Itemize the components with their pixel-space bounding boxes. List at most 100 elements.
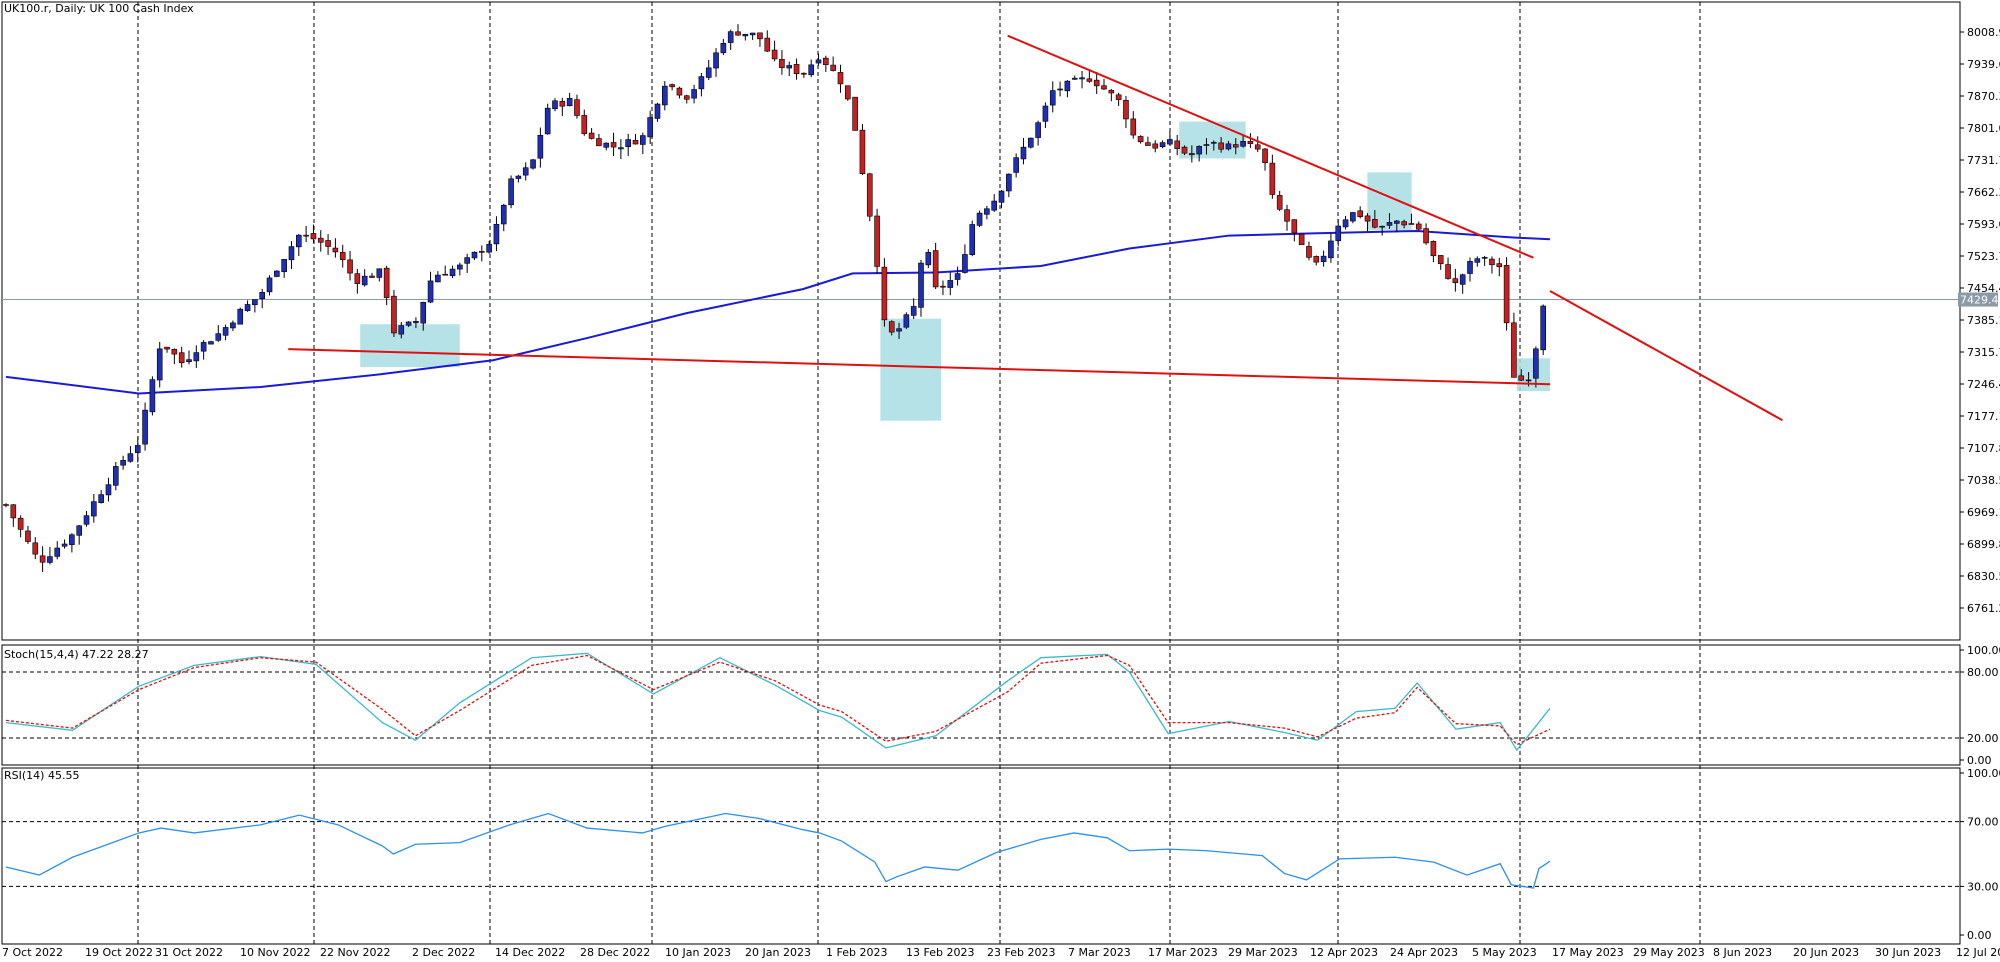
candle-body	[1196, 146, 1202, 155]
candle-body	[1496, 263, 1503, 268]
candle	[779, 50, 785, 75]
candle	[881, 258, 888, 327]
candle	[1342, 215, 1349, 230]
candle-body	[1394, 220, 1400, 224]
candle-body	[339, 252, 346, 260]
candle	[230, 320, 236, 331]
price-axis-label: 6761.22	[1967, 602, 2000, 615]
price-axis-label: 7385.10	[1967, 314, 2000, 327]
candle	[727, 29, 734, 50]
date-axis-label: 13 Feb 2023	[906, 946, 974, 958]
candle-body	[1372, 219, 1378, 228]
candle-body	[156, 348, 163, 381]
candle	[310, 224, 317, 244]
candle	[735, 24, 741, 36]
candle	[1350, 212, 1356, 224]
candle	[54, 541, 61, 560]
price-axis-label: 7454.42	[1967, 282, 2000, 295]
candle	[954, 266, 961, 286]
candle-body	[259, 292, 266, 300]
candle	[1108, 88, 1115, 102]
moving-average-layer	[5, 229, 1551, 395]
candle	[1489, 256, 1495, 274]
candle	[1503, 257, 1510, 331]
candle-body	[910, 306, 917, 316]
candle	[361, 269, 368, 287]
candle	[47, 546, 53, 565]
candle-body	[918, 262, 924, 308]
candle	[932, 242, 939, 290]
candle-body	[1240, 141, 1246, 147]
candle	[500, 203, 507, 232]
stoch-main-line	[5, 652, 1551, 752]
rsi-line	[5, 812, 1551, 889]
candle-body	[925, 252, 932, 266]
candle-body	[1049, 90, 1056, 106]
candle	[515, 174, 522, 183]
candle-body	[486, 244, 492, 253]
candle	[1049, 81, 1056, 113]
date-axis-label: 30 Jun 2023	[1875, 946, 1941, 958]
candle	[32, 537, 39, 560]
candle	[581, 109, 588, 136]
candle	[1159, 140, 1166, 149]
candle-body	[1481, 257, 1488, 259]
candle-body	[1306, 246, 1312, 258]
candle	[866, 172, 873, 222]
candle	[764, 30, 771, 53]
candle-body	[1503, 265, 1510, 324]
chart-title: UK100.r, Daily: UK 100 Cash Index	[4, 2, 194, 15]
candle	[1437, 255, 1444, 270]
candle	[1196, 145, 1202, 162]
candle	[1357, 206, 1363, 219]
date-axis-label: 29 Mar 2023	[1228, 946, 1298, 958]
candle	[1276, 190, 1283, 212]
candle-body	[640, 135, 646, 145]
candle	[1232, 138, 1239, 155]
candle-body	[215, 333, 222, 341]
current-price-label: 7429.40	[1960, 294, 2000, 307]
candle-body	[1364, 215, 1371, 222]
candle-body	[669, 84, 675, 88]
trendlines-layer[interactable]	[288, 34, 1783, 422]
candle	[171, 348, 178, 365]
candle	[544, 103, 551, 135]
axis-layer: 8008.98 7939.66 7870.34 7801.02 7731.70 7662.…	[2, 26, 2000, 959]
candle	[274, 270, 280, 278]
candle	[332, 238, 339, 258]
candle-body	[962, 254, 968, 273]
candle-body	[274, 270, 280, 277]
candle-body	[1079, 77, 1085, 80]
candle-body	[237, 308, 244, 325]
date-axis-label: 20 Jan 2023	[745, 946, 811, 958]
date-axis-label: 28 Dec 2022	[580, 946, 650, 958]
candle	[1254, 136, 1261, 153]
candle-body	[186, 359, 192, 363]
candle-body	[142, 409, 148, 445]
candle-body	[661, 85, 668, 106]
candle-body	[1342, 219, 1349, 228]
candle-body	[1284, 209, 1290, 222]
candle-body	[581, 115, 588, 134]
candle	[25, 525, 31, 544]
candle	[1313, 255, 1320, 266]
candle	[962, 244, 968, 274]
candle	[1408, 213, 1415, 225]
candle-body	[303, 234, 309, 237]
price-axis-label: 7038.50	[1967, 474, 2000, 487]
candle-body	[727, 31, 734, 43]
date-axis-label: 7 Mar 2023	[1068, 946, 1131, 958]
candle	[596, 133, 602, 147]
candle	[1167, 131, 1173, 145]
candle-body	[244, 304, 251, 312]
candle-body	[610, 142, 617, 148]
candle-body	[749, 32, 756, 36]
candle-body	[1269, 162, 1276, 195]
candle	[471, 251, 478, 261]
candle	[647, 110, 653, 145]
pane-border	[1, 767, 1961, 945]
candle-body	[127, 453, 134, 462]
candle-body	[193, 352, 200, 362]
